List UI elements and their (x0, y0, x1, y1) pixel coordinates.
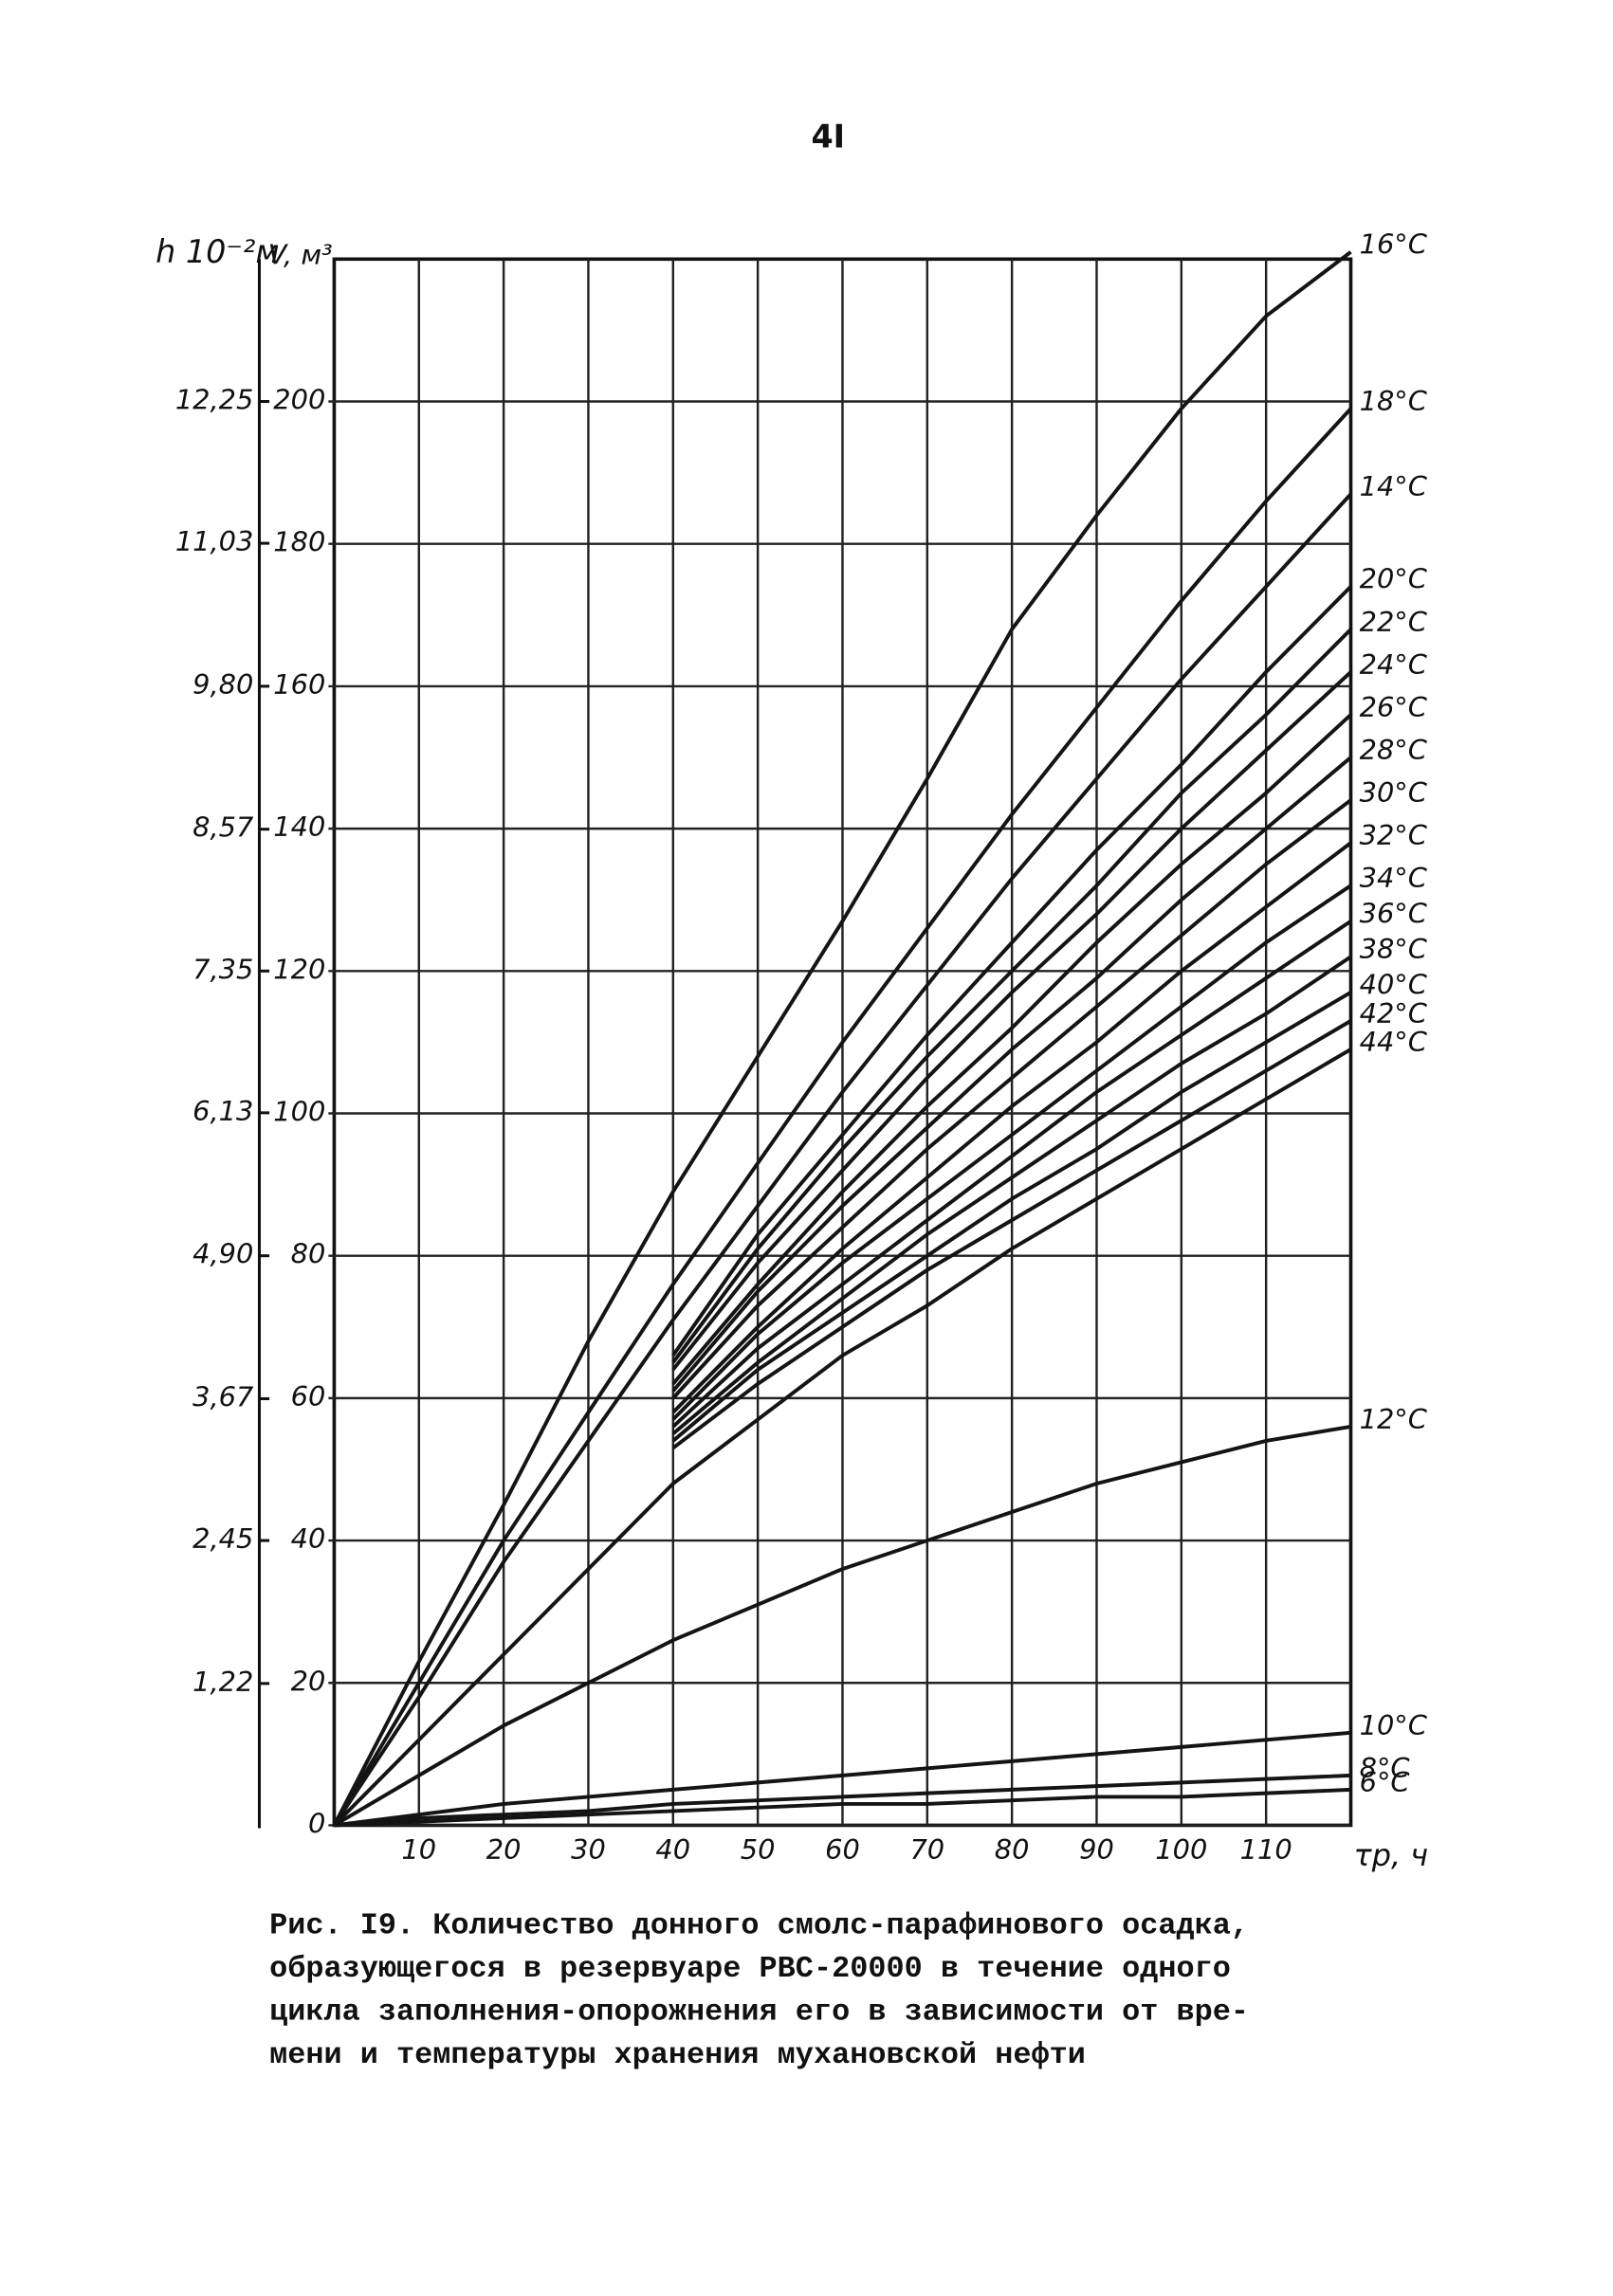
x-tick-label: 80 (995, 1833, 1030, 1866)
series-label: 34°C (1360, 862, 1428, 894)
data-line (671, 1019, 1352, 1450)
caption-line: Рис. I9. Количество донного смолс-парафи… (269, 1907, 1249, 1942)
series-label: 10°C (1360, 1709, 1428, 1741)
series-label: 22°C (1360, 606, 1428, 638)
x-tick-label: 110 (1240, 1833, 1292, 1866)
series-label: 32°C (1360, 819, 1428, 851)
series-label: 44°C (1360, 1026, 1428, 1058)
series-label: 38°C (1360, 933, 1428, 965)
caption-line: образующегося в резервуаре РВС-20000 в т… (269, 1951, 1231, 1986)
y2-tick-label: 8,57 (192, 811, 254, 844)
y2-tick-label: 7,35 (192, 953, 253, 985)
page-number: 4I (811, 118, 845, 155)
series-label: 30°C (1360, 776, 1428, 809)
y-tick-label: 180 (273, 526, 325, 558)
y-tick-label: 160 (273, 668, 325, 701)
y-tick-label: 80 (291, 1238, 326, 1270)
series-label: 18°C (1360, 385, 1428, 417)
x-tick-label: 70 (909, 1833, 944, 1866)
series-label: 8°C (1360, 1752, 1411, 1784)
data-line (671, 841, 1352, 1414)
data-line (332, 492, 1352, 1827)
y-tick-label: 120 (273, 953, 325, 985)
data-line (671, 585, 1352, 1357)
x-tick-label: 100 (1155, 1833, 1207, 1866)
data-line (671, 955, 1352, 1435)
series-label: 40°C (1360, 969, 1428, 1001)
data-line (671, 884, 1352, 1421)
series-label: 6°C (1360, 1766, 1411, 1798)
series-label: 16°C (1360, 228, 1428, 261)
chart: 10 20 30 40 50 60 70 80 90 100 110 0 20 40 60 80 100 120 1… (156, 228, 1428, 1873)
y-tick-label: 100 (273, 1095, 325, 1127)
x-tick-label: 20 (486, 1833, 522, 1866)
series-label: 36°C (1360, 898, 1428, 930)
data-line (334, 1773, 1351, 1828)
y-tick-label: 200 (273, 384, 325, 416)
y2-tick-label: 4,90 (192, 1238, 253, 1270)
series-label: 42°C (1360, 997, 1428, 1030)
x-tick-label: 30 (571, 1833, 606, 1866)
data-line (671, 628, 1352, 1364)
series-label: 20°C (1360, 563, 1428, 595)
data-line (332, 407, 1352, 1827)
series-label: 26°C (1360, 691, 1428, 723)
data-line (671, 670, 1352, 1372)
series-label: 28°C (1360, 734, 1428, 766)
series-label: 12°C (1360, 1403, 1428, 1435)
data-line (332, 250, 1352, 1827)
y2-tick-label: 3,67 (192, 1380, 254, 1412)
data-line (671, 920, 1352, 1429)
y-tick-label: 0 (308, 1807, 325, 1839)
y2-tick-label: 9,80 (192, 668, 253, 701)
data-line (671, 991, 1352, 1443)
data-line (671, 713, 1352, 1386)
data-line (671, 798, 1352, 1400)
x-tick-label: 90 (1079, 1833, 1114, 1866)
x-axis-label: τp, ч (1354, 1837, 1429, 1873)
x-tick-label: 40 (655, 1833, 690, 1866)
data-line (333, 1048, 1352, 1827)
y-tick-label: 20 (291, 1665, 326, 1697)
data-line (333, 1424, 1351, 1828)
y2-axis-label: h 10⁻²м (156, 233, 279, 270)
y2-tick-label: 1,22 (192, 1666, 253, 1698)
y2-tick-label: 11,03 (175, 525, 254, 557)
caption-line: цикла заполнения-опорожнения его в завис… (269, 1994, 1249, 2029)
y2-tick-label: 2,45 (192, 1522, 253, 1555)
data-line (671, 756, 1352, 1393)
y-tick-label: 60 (291, 1380, 326, 1412)
x-tick-label: 50 (741, 1833, 776, 1866)
x-tick-label: 60 (825, 1833, 860, 1866)
series-label: 24°C (1360, 648, 1428, 681)
y-axis-label: V, м³ (268, 238, 333, 270)
y-tick-label: 40 (291, 1522, 326, 1555)
data-line (334, 1787, 1351, 1828)
y-tick-label: 140 (273, 811, 325, 843)
caption-line: мени и температуры хранения мухановской … (269, 2037, 1086, 2072)
y2-tick-label: 6,13 (192, 1095, 253, 1127)
data-line (334, 1730, 1351, 1828)
x-tick-label: 10 (401, 1833, 436, 1866)
series-label: 14°C (1360, 470, 1428, 502)
y2-tick-label: 12,25 (175, 384, 254, 416)
